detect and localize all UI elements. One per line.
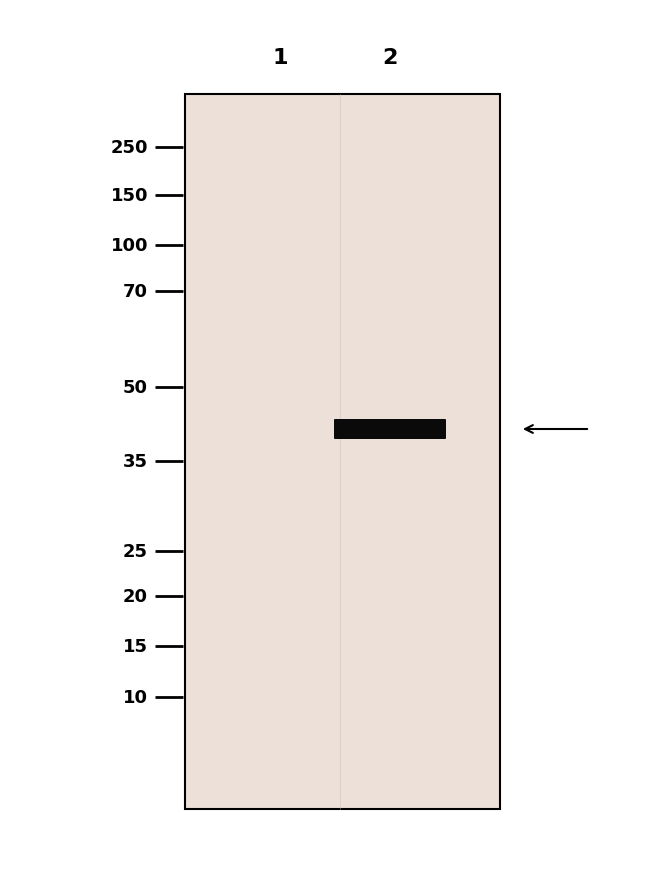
Text: 150: 150 [111, 187, 148, 205]
Text: 50: 50 [123, 379, 148, 396]
Text: 35: 35 [123, 453, 148, 470]
Text: 2: 2 [382, 48, 398, 68]
Text: 70: 70 [123, 282, 148, 301]
Text: 1: 1 [272, 48, 288, 68]
Text: 20: 20 [123, 587, 148, 606]
Text: 100: 100 [111, 236, 148, 255]
Bar [185, 95, 500, 809]
Text: 10: 10 [123, 688, 148, 706]
Text: 25: 25 [123, 542, 148, 561]
Text: 15: 15 [123, 637, 148, 655]
Text: 250: 250 [111, 139, 148, 156]
FancyBboxPatch shape [334, 420, 446, 440]
